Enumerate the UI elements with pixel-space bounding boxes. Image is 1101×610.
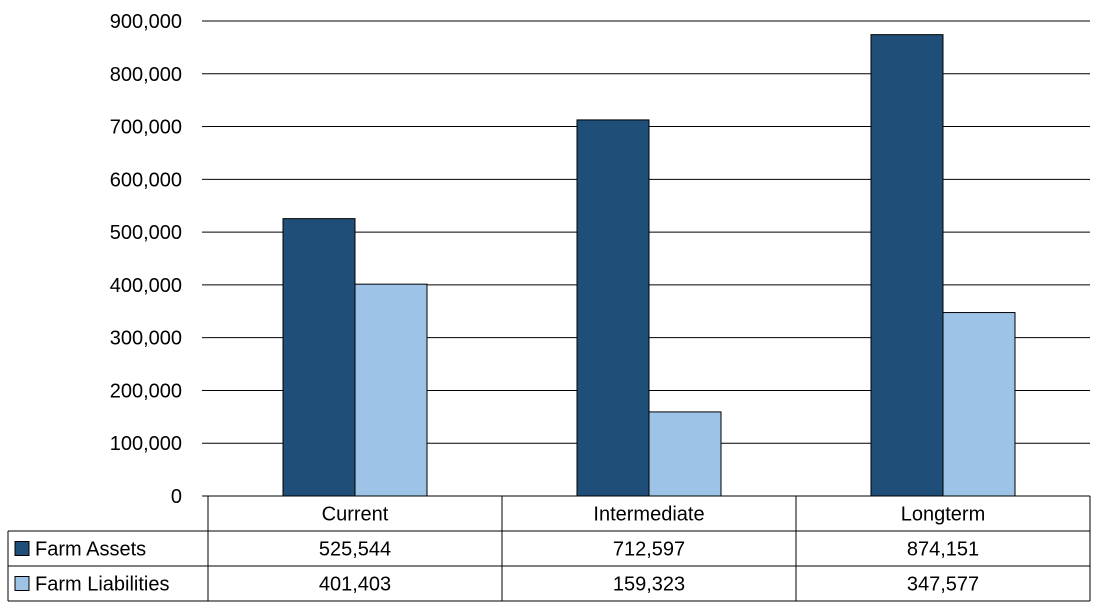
- data-value-label: 159,323: [613, 574, 685, 596]
- y-tick-label: 700,000: [110, 117, 182, 139]
- bar-farm-liabilities-intermediate: [648, 411, 722, 497]
- bar-farm-assets-intermediate: [576, 119, 650, 497]
- y-tick-label: 200,000: [110, 380, 182, 402]
- data-value-label: 401,403: [319, 574, 391, 596]
- legend-swatch: [14, 576, 30, 591]
- legend-label: Farm Liabilities: [35, 574, 169, 596]
- data-value-label: 347,577: [907, 574, 979, 596]
- y-tick-label: 900,000: [110, 11, 182, 33]
- y-tick-label: 0: [171, 486, 182, 508]
- y-tick-label: 800,000: [110, 64, 182, 86]
- y-tick-label: 300,000: [110, 328, 182, 350]
- bar-farm-liabilities-longterm: [942, 312, 1016, 497]
- bar-farm-liabilities-current: [354, 283, 428, 497]
- data-table: Current Intermediate Longterm Farm Assets 52…: [7, 495, 1091, 602]
- y-axis-tick-labels: 0 100,000 200,000 300,000 400,000 500,000 600,…: [110, 11, 208, 508]
- category-label: Intermediate: [593, 504, 704, 526]
- bars: [282, 34, 1016, 497]
- y-tick-label: 400,000: [110, 275, 182, 297]
- y-tick-label: 600,000: [110, 169, 182, 191]
- data-value-label: 874,151: [907, 539, 979, 561]
- legend-label: Farm Assets: [35, 539, 146, 561]
- category-label: Current: [322, 504, 389, 526]
- data-value-label: 525,544: [319, 539, 391, 561]
- data-value-label: 712,597: [613, 539, 685, 561]
- legend-swatch: [14, 541, 30, 556]
- y-tick-label: 500,000: [110, 222, 182, 244]
- category-label: Longterm: [901, 504, 986, 526]
- bar-farm-assets-longterm: [870, 34, 944, 497]
- bar-farm-assets-current: [282, 218, 356, 497]
- y-tick-label: 100,000: [110, 433, 182, 455]
